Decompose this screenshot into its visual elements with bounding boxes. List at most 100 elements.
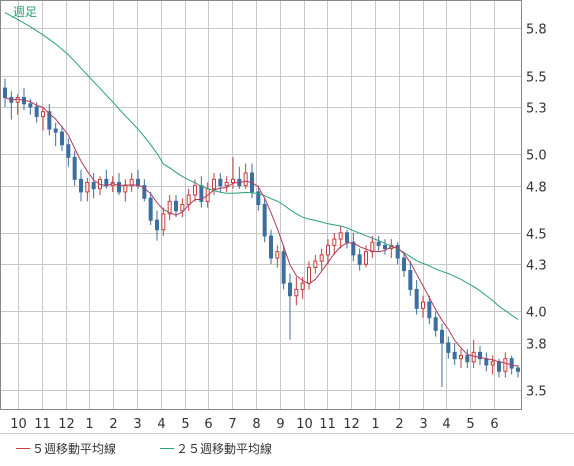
- candle-body: [332, 238, 337, 246]
- x-tick-label: 5: [181, 417, 189, 432]
- x-tick-label: 9: [276, 417, 284, 432]
- candle-body: [281, 251, 286, 284]
- legend-label: ２５週移動平均線: [176, 441, 272, 456]
- candle-body: [199, 185, 204, 202]
- x-tick-label: 1: [371, 417, 379, 432]
- y-tick-label: 4.0: [526, 306, 547, 321]
- candle-body: [408, 270, 413, 290]
- candle-body: [484, 358, 489, 366]
- ma5-line: [4, 97, 519, 367]
- legend-label: ５週移動平均線: [32, 441, 116, 456]
- candle-body: [269, 235, 273, 259]
- candle-body: [218, 178, 223, 187]
- candle-body: [142, 185, 147, 199]
- candle-body: [47, 111, 52, 130]
- candle-body: [136, 178, 140, 187]
- candle-body: [414, 288, 419, 309]
- candle-body: [66, 144, 71, 158]
- candle-body: [91, 181, 96, 190]
- candle-body: [262, 204, 267, 237]
- candle-body: [319, 254, 324, 262]
- candle-body: [53, 128, 58, 133]
- candle-layer: [3, 78, 520, 387]
- candle-body: [459, 355, 463, 360]
- candle-body: [338, 232, 343, 240]
- candle-body: [446, 342, 451, 353]
- candle-body: [167, 200, 172, 215]
- x-tick-label: 3: [419, 417, 427, 432]
- x-tick-label: 3: [133, 417, 141, 432]
- candle-body: [516, 367, 520, 372]
- y-axis-tick-labels: 5.8 5.5 5.3 5.0 4.8 4.5 4.3 4.0 3.8 3.5: [526, 23, 547, 400]
- candle-body: [503, 358, 508, 372]
- candle-body: [421, 301, 425, 309]
- x-tick-label: 2: [395, 417, 403, 432]
- candle-body: [34, 106, 39, 117]
- candle-body: [212, 178, 216, 190]
- candle-body: [402, 257, 406, 272]
- grid-layer: [0, 0, 521, 409]
- candle-body: [313, 260, 318, 268]
- x-tick-label: 12: [343, 417, 360, 432]
- candle-body: [129, 178, 134, 187]
- candle-body: [509, 358, 514, 369]
- candle-body: [471, 351, 476, 363]
- x-tick-label: 4: [442, 417, 450, 432]
- candle-body: [174, 200, 178, 212]
- candle-body: [28, 103, 33, 108]
- y-tick-label: 5.8: [526, 23, 547, 38]
- candle-body: [433, 317, 438, 331]
- candle-body: [41, 111, 45, 117]
- candle-body: [395, 244, 400, 259]
- candle-body: [497, 361, 501, 372]
- candle-body: [224, 181, 229, 187]
- y-tick-label: 4.5: [526, 228, 547, 243]
- ma25-line: [4, 12, 519, 320]
- candle-body: [345, 232, 349, 243]
- candle-body: [288, 282, 292, 297]
- chart-title: 週足: [13, 5, 37, 19]
- candle-body: [300, 282, 305, 290]
- candle-body: [72, 156, 77, 180]
- candle-body: [79, 178, 83, 193]
- candle-body: [60, 131, 64, 146]
- candle-body: [123, 185, 128, 193]
- candle-body: [231, 178, 235, 183]
- y-tick-label: 3.5: [526, 385, 547, 400]
- x-tick-label: 8: [252, 417, 260, 432]
- candle-body: [452, 351, 457, 360]
- candle-body: [490, 361, 495, 366]
- x-tick-label: 11: [34, 417, 51, 432]
- y-tick-label: 5.5: [526, 71, 547, 86]
- candle-body: [186, 194, 191, 205]
- x-tick-label: 4: [157, 417, 165, 432]
- x-tick-label: 5: [466, 417, 474, 432]
- x-tick-label: 11: [319, 417, 336, 432]
- candle-body: [364, 251, 368, 265]
- y-tick-label: 5.3: [526, 102, 547, 117]
- candle-body: [370, 241, 375, 253]
- x-tick-label: 6: [204, 417, 212, 432]
- candle-body: [376, 241, 381, 246]
- y-tick-label: 5.0: [526, 149, 547, 164]
- candle-body: [294, 288, 299, 297]
- legend: ５週移動平均線 ２５週移動平均線: [16, 441, 272, 456]
- candle-body: [383, 244, 387, 250]
- y-tick-label: 3.8: [526, 338, 547, 353]
- candle-body: [465, 355, 470, 363]
- y-tick-label: 4.8: [526, 181, 547, 196]
- x-tick-label: 2: [109, 417, 117, 432]
- candle-body: [15, 97, 20, 103]
- candle-body: [357, 254, 362, 265]
- y-tick-label: 4.3: [526, 259, 547, 274]
- moving-average-layer: [4, 12, 519, 367]
- candle-body: [117, 181, 121, 193]
- candle-body: [3, 87, 7, 99]
- candle-body: [243, 172, 248, 187]
- x-axis-tick-labels: 10 11 12 1 2 3 4 5 6 7 8 9 10 11 12 1 2 3 4 5 6: [10, 417, 498, 432]
- candle-body: [326, 244, 330, 256]
- x-tick-label: 1: [85, 417, 93, 432]
- candle-body: [307, 266, 311, 284]
